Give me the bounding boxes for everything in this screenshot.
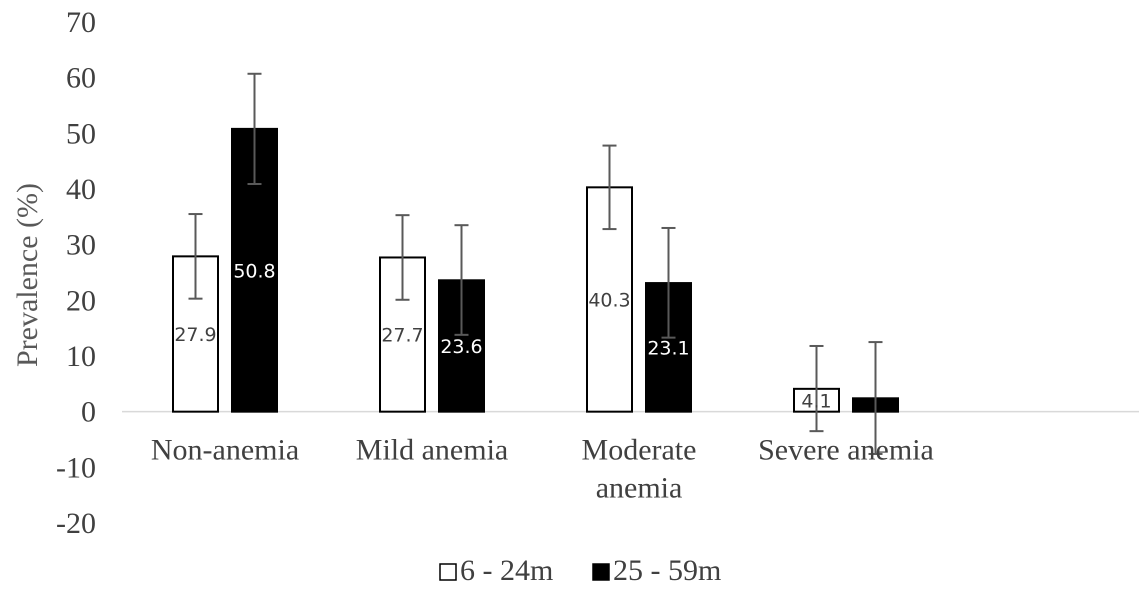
data-label: 50.8 [233,260,275,282]
y-axis-title: Prevalence (%) [11,183,44,367]
category-label: Non-anemia [151,434,299,467]
category-label: Severe anemia [758,434,934,467]
y-tick-label: 60 [66,62,96,95]
category-labels: Non-anemia Mild anemia Moderate anemia Sever… [151,434,934,505]
y-tick-label: 50 [66,117,96,150]
legend: 6 - 24m 25 - 59m [439,554,721,587]
legend-label: 6 - 24m [460,554,553,587]
legend-swatch [439,563,457,581]
y-tick-label: 30 [66,229,96,262]
y-tick-label: 40 [66,173,96,206]
error-bar [661,226,676,339]
data-labels: 27.9 27.7 40.3 4.1 50.8 23.6 23.1 [174,260,831,412]
y-tick-label: 70 [66,6,96,39]
y-tick-label: 20 [66,284,96,317]
y-tick-label: -20 [56,507,96,540]
y-tick-label: 10 [66,340,96,373]
bars [172,127,899,413]
error-bar [395,214,410,301]
category-label: Mild anemia [356,434,508,467]
error-bar [247,72,262,185]
legend-swatch [592,563,610,581]
error-bar [602,144,617,231]
error-bar [188,213,203,300]
bar-series2 [438,279,485,413]
error-bar [454,224,469,336]
category-label: Moderate anemia [582,434,697,505]
data-label: 23.1 [647,337,689,359]
legend-item: 6 - 24m [439,554,553,587]
error-bar [809,344,824,433]
y-tick-label: 0 [81,396,96,429]
data-label: 40.3 [588,289,630,311]
legend-item: 25 - 59m [592,554,721,587]
error-bars [188,72,883,455]
legend-label: 25 - 59m [613,554,721,587]
error-bar [868,341,883,455]
data-label: 27.9 [174,324,216,346]
y-axis-ticks: -20 -10 0 10 20 30 40 50 60 70 [56,6,96,540]
data-label: 23.6 [440,336,482,358]
data-label: 4.1 [801,390,831,412]
y-tick-label: -10 [56,451,96,484]
data-label: 27.7 [381,325,423,347]
